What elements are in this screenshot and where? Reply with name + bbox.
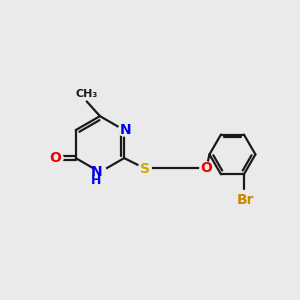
- Circle shape: [50, 152, 63, 165]
- Circle shape: [118, 124, 130, 136]
- Text: Br: Br: [237, 194, 254, 207]
- Text: O: O: [200, 161, 212, 175]
- Circle shape: [138, 162, 151, 175]
- Circle shape: [200, 162, 213, 175]
- Text: O: O: [49, 151, 61, 165]
- Text: H: H: [91, 174, 102, 187]
- Text: CH₃: CH₃: [76, 89, 98, 99]
- Text: S: S: [140, 162, 150, 176]
- Circle shape: [94, 166, 106, 178]
- Text: N: N: [120, 123, 131, 137]
- Text: N: N: [91, 165, 102, 179]
